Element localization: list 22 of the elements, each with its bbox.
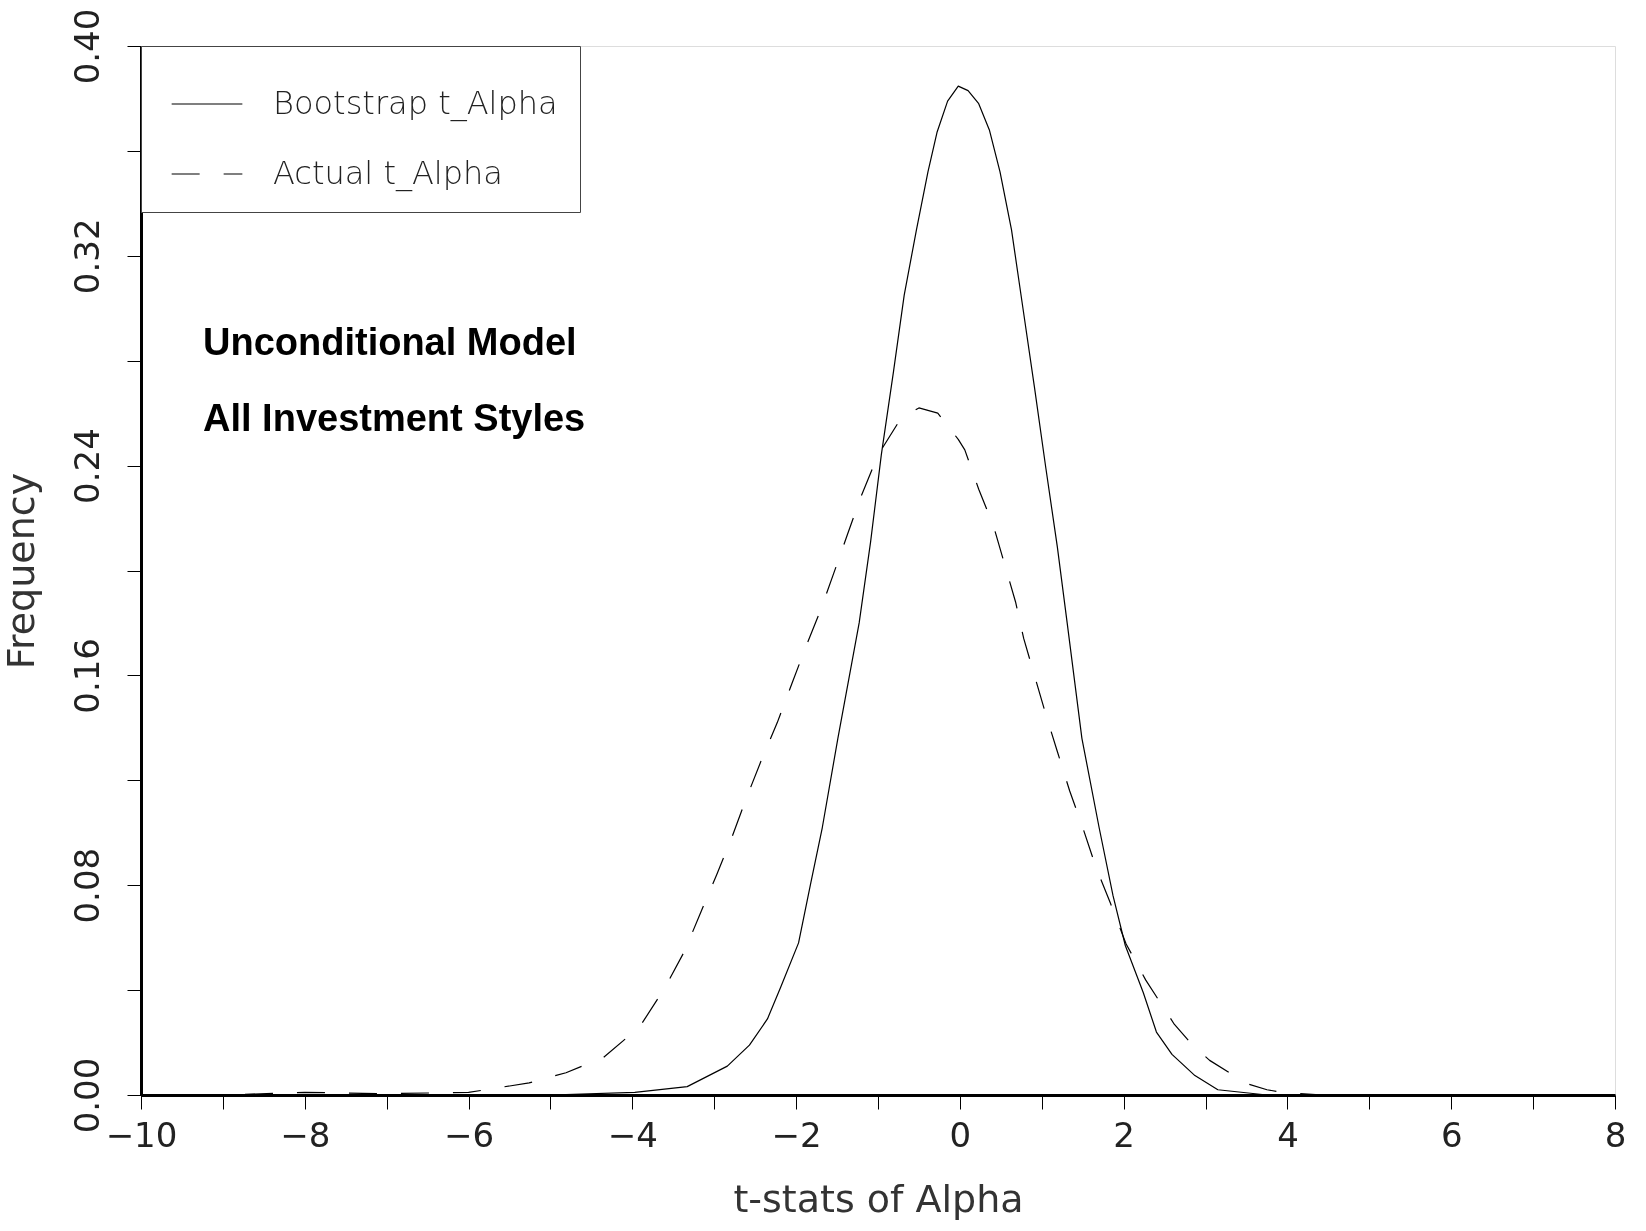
x-tick-label: 4 — [1277, 1114, 1299, 1155]
y-tick-label: 0.08 — [66, 847, 107, 924]
y-tick-label: 0.32 — [66, 218, 107, 295]
x-axis-title: t-stats of Alpha — [733, 1176, 1024, 1221]
y-axis-title: Frequency — [0, 472, 43, 670]
x-tick-label: −10 — [105, 1114, 178, 1155]
x-tick-label: 8 — [1604, 1114, 1627, 1155]
annotation: Unconditional Model — [203, 321, 577, 363]
legend-label: Actual t_Alpha — [273, 154, 503, 192]
x-tick-label: 6 — [1440, 1114, 1463, 1155]
x-tick-label: −2 — [771, 1114, 822, 1155]
y-tick-label: 0.24 — [66, 428, 107, 504]
y-tick-label: 0.00 — [66, 1057, 107, 1134]
y-tick-label: 0.16 — [66, 638, 107, 714]
x-tick-label: 0 — [949, 1114, 972, 1155]
annotation: All Investment Styles — [203, 397, 586, 439]
legend-label: Bootstrap t_Alpha — [273, 84, 558, 122]
x-tick-label: −4 — [607, 1114, 658, 1155]
y-tick-label: 0.40 — [66, 8, 107, 85]
x-tick-label: −8 — [280, 1114, 331, 1155]
x-tick-label: −6 — [443, 1114, 495, 1155]
x-tick-label: 2 — [1113, 1114, 1135, 1155]
